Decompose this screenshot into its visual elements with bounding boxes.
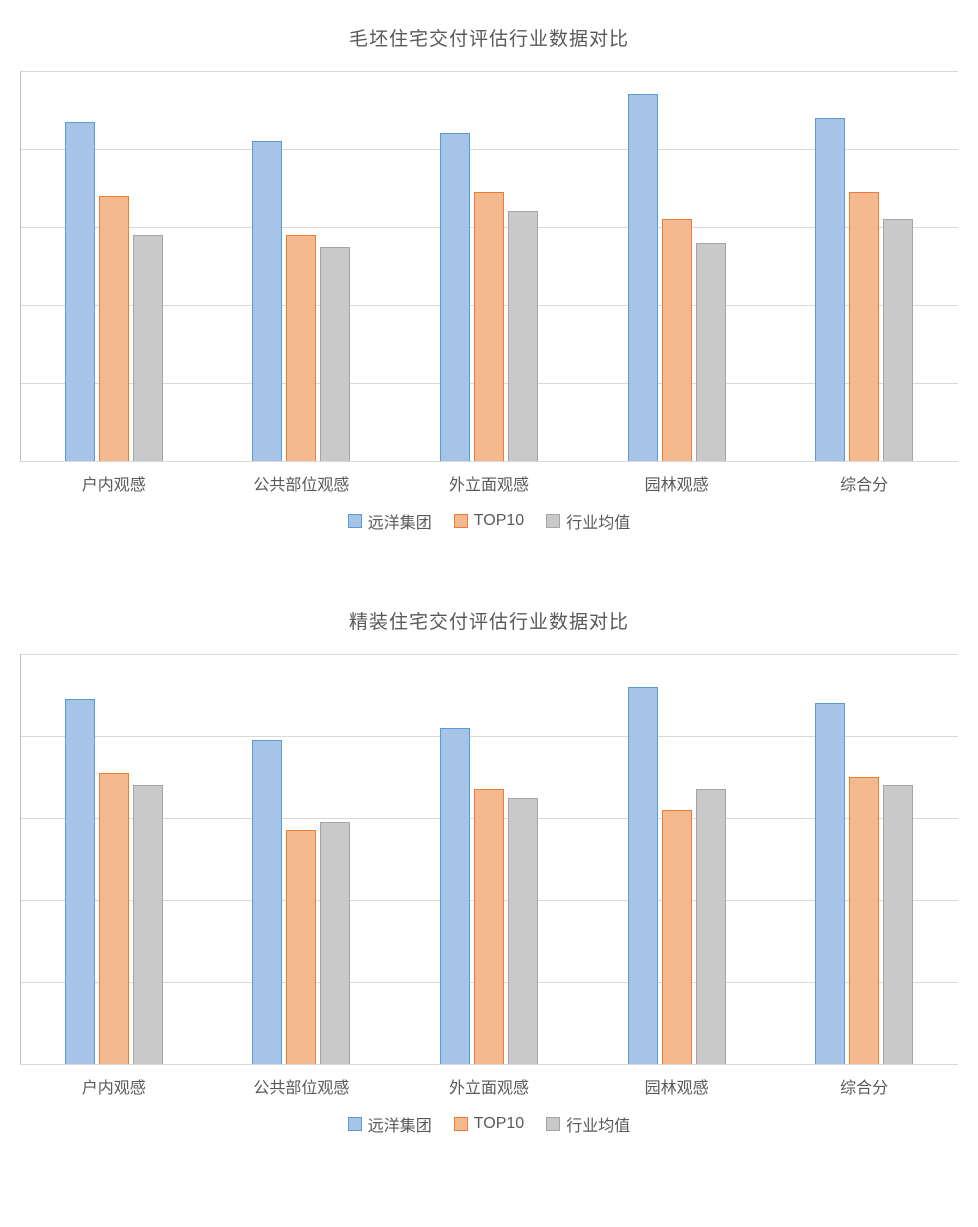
bar — [440, 728, 470, 1064]
chart-1-title: 毛坯住宅交付评估行业数据对比 — [20, 24, 958, 51]
legend-item: 行业均值 — [546, 1112, 630, 1136]
chart-2-title: 精装住宅交付评估行业数据对比 — [20, 607, 958, 634]
chart-2-legend: 远洋集团 TOP10 行业均值 — [20, 1112, 958, 1136]
x-label: 综合分 — [770, 471, 958, 495]
legend-swatch — [348, 514, 362, 528]
bar — [508, 211, 538, 461]
legend-label: TOP10 — [474, 512, 524, 530]
bar — [815, 703, 845, 1064]
x-label: 户内观感 — [20, 1074, 208, 1098]
legend-item: 远洋集团 — [348, 509, 432, 533]
grid-line — [20, 1064, 958, 1065]
bar — [252, 740, 282, 1064]
bar — [508, 798, 538, 1065]
bar-group — [770, 71, 958, 461]
legend-swatch — [546, 1117, 560, 1131]
legend-swatch — [348, 1117, 362, 1131]
bar-group — [583, 71, 771, 461]
chart-1-plot — [20, 71, 958, 461]
bar — [662, 810, 692, 1064]
chart-2-xlabels: 户内观感公共部位观感外立面观感园林观感综合分 — [20, 1074, 958, 1098]
bar — [65, 699, 95, 1064]
bar — [286, 830, 316, 1064]
x-label: 园林观感 — [583, 471, 771, 495]
bar — [474, 192, 504, 461]
grid-line — [20, 461, 958, 462]
bar-group — [20, 654, 208, 1064]
legend-item: TOP10 — [454, 509, 524, 533]
bar-group — [770, 654, 958, 1064]
bar-group — [583, 654, 771, 1064]
bar — [662, 219, 692, 461]
chart-1: 毛坯住宅交付评估行业数据对比 户内观感公共部位观感外立面观感园林观感综合分 远洋… — [20, 24, 958, 533]
legend-item: 行业均值 — [546, 509, 630, 533]
x-label: 公共部位观感 — [208, 1074, 396, 1098]
bar-group — [208, 654, 396, 1064]
bar — [474, 789, 504, 1064]
legend-swatch — [546, 514, 560, 528]
chart-spacer — [20, 533, 958, 593]
chart-1-xlabels: 户内观感公共部位观感外立面观感园林观感综合分 — [20, 471, 958, 495]
bar — [99, 196, 129, 461]
bar-group — [395, 654, 583, 1064]
bar — [628, 94, 658, 461]
bar — [849, 192, 879, 461]
bar — [252, 141, 282, 461]
legend-item: TOP10 — [454, 1112, 524, 1136]
bar — [133, 235, 163, 461]
legend-item: 远洋集团 — [348, 1112, 432, 1136]
chart-2: 精装住宅交付评估行业数据对比 户内观感公共部位观感外立面观感园林观感综合分 远洋… — [20, 607, 958, 1136]
bar — [696, 789, 726, 1064]
legend-swatch — [454, 1117, 468, 1131]
bar — [849, 777, 879, 1064]
legend-label: 行业均值 — [566, 509, 630, 533]
bar — [65, 122, 95, 461]
bars-row — [20, 654, 958, 1064]
bar — [696, 243, 726, 461]
x-label: 公共部位观感 — [208, 471, 396, 495]
page: 毛坯住宅交付评估行业数据对比 户内观感公共部位观感外立面观感园林观感综合分 远洋… — [0, 0, 978, 1166]
x-label: 园林观感 — [583, 1074, 771, 1098]
legend-label: 远洋集团 — [368, 1112, 432, 1136]
x-label: 综合分 — [770, 1074, 958, 1098]
bar — [320, 247, 350, 462]
x-label: 外立面观感 — [395, 471, 583, 495]
legend-label: TOP10 — [474, 1115, 524, 1133]
bar — [815, 118, 845, 461]
bar — [286, 235, 316, 461]
x-label: 外立面观感 — [395, 1074, 583, 1098]
chart-1-legend: 远洋集团 TOP10 行业均值 — [20, 509, 958, 533]
bar-group — [395, 71, 583, 461]
bar — [440, 133, 470, 461]
legend-swatch — [454, 514, 468, 528]
bars-row — [20, 71, 958, 461]
bar — [320, 822, 350, 1064]
bar-group — [20, 71, 208, 461]
x-label: 户内观感 — [20, 471, 208, 495]
legend-label: 行业均值 — [566, 1112, 630, 1136]
legend-label: 远洋集团 — [368, 509, 432, 533]
bar — [628, 687, 658, 1064]
bar — [99, 773, 129, 1064]
bar — [133, 785, 163, 1064]
chart-2-plot — [20, 654, 958, 1064]
bar — [883, 785, 913, 1064]
bar — [883, 219, 913, 461]
bar-group — [208, 71, 396, 461]
